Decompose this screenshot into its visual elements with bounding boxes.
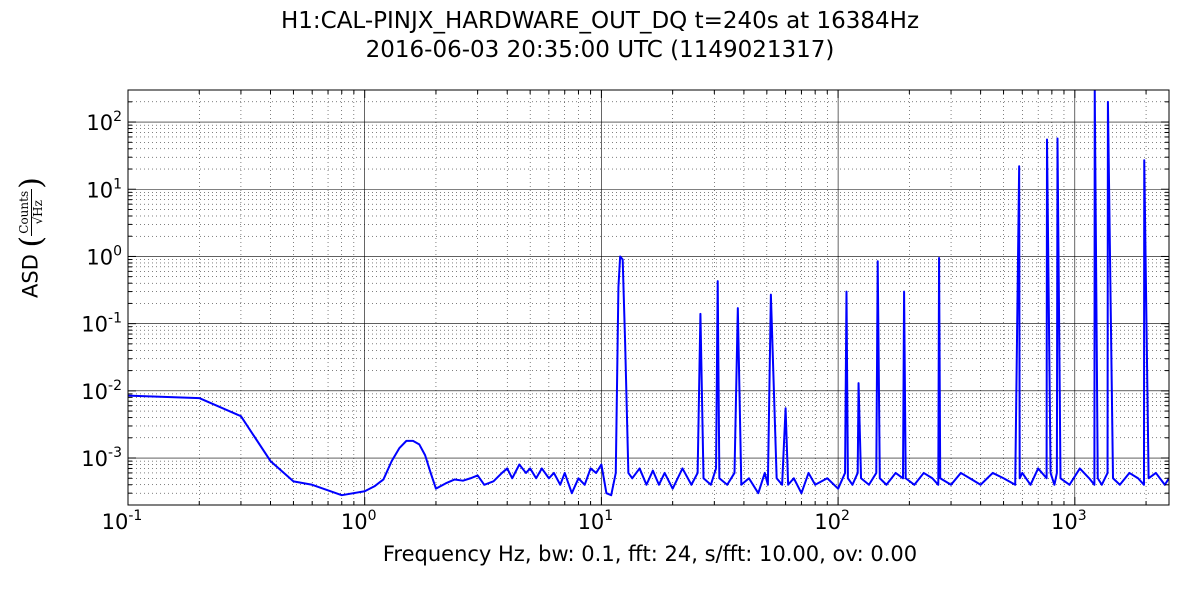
x-tick-label: 102 [814,508,850,534]
series-layer [128,90,1169,497]
series-line-0 [128,90,1169,497]
y-tick-label: 10-3 [81,445,122,471]
x-tick-label: 10-1 [102,508,143,534]
y-axis-label: ASD (Counts √Hz) [14,177,49,298]
y-axis-label-text: ASD [18,254,43,298]
y-tick-labels: 10-3 10-2 10-1 100 101 102 [81,109,122,471]
y-tick-label: 101 [86,176,122,202]
y-tick-label: 10-1 [81,311,122,337]
y-tick-label: 10-2 [81,378,122,404]
y-tick-label: 102 [86,109,122,135]
x-tick-labels: 10-1 100 101 102 103 [102,508,1087,534]
chart-title: H1:CAL-PINJX_HARDWARE_OUT_DQ t=240s at 1… [280,8,920,34]
y-axis-unit-close-paren: ) [14,177,49,189]
minor-grid [128,89,1169,506]
y-axis-unit-denominator: √Hz [31,200,45,225]
x-axis-label: Frequency Hz, bw: 0.1, fft: 24, s/fft: 1… [382,542,918,566]
x-tick-label: 103 [1051,508,1087,534]
chart-subtitle: 2016-06-03 20:35:00 UTC (1149021317) [365,37,835,63]
y-tick-label: 100 [86,243,122,269]
y-axis-unit-open-paren: ( [14,235,49,248]
y-axis-unit: Counts √Hz [17,188,45,236]
x-tick-label: 100 [341,508,377,534]
major-grid [127,90,1169,505]
x-tick-label: 101 [578,508,614,534]
plot-frame [127,89,1170,506]
axis-ticks [127,89,1169,506]
y-axis-unit-numerator: Counts [17,188,32,236]
